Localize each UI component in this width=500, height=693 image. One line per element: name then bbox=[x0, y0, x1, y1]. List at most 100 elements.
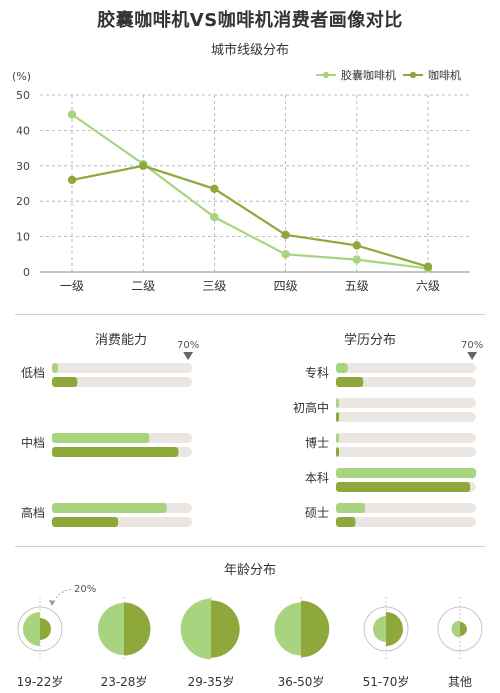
category-label: 低档 bbox=[21, 366, 45, 380]
bar-machine bbox=[336, 377, 364, 387]
x-tick-labels: 一级 二级 三级 四级 五级 六级 bbox=[60, 279, 440, 293]
bar-machine bbox=[52, 517, 119, 527]
consumption-title: 消费能力 bbox=[95, 333, 147, 348]
legend-swatch-dot bbox=[409, 71, 417, 79]
bar-capsule bbox=[336, 363, 348, 373]
bar-track bbox=[336, 398, 476, 408]
y-tick-label: 50 bbox=[16, 89, 30, 102]
x-tick-label: 六级 bbox=[416, 279, 440, 293]
data-point bbox=[67, 175, 77, 185]
marker-label: 70% bbox=[461, 340, 483, 351]
line-chart: 城市线级分布 (%) 0 10 20 30 40 50 一级 二级 三级 四级 五级 六级 胶囊咖啡… bbox=[12, 42, 470, 293]
half-circle-capsule bbox=[22, 611, 40, 647]
bar-track bbox=[52, 377, 192, 387]
bar-track bbox=[336, 517, 476, 527]
bar-track bbox=[336, 363, 476, 373]
age-chart: 年龄分布 19-22岁 23-28岁 29-35岁 36-50岁 51-70岁 其他 20% bbox=[17, 563, 483, 689]
marker-triangle bbox=[467, 352, 478, 360]
data-point bbox=[281, 230, 290, 240]
marker-label: 70% bbox=[177, 340, 199, 351]
x-tick-label: 二级 bbox=[131, 279, 155, 293]
bar-capsule bbox=[336, 433, 339, 443]
bar-machine bbox=[52, 447, 179, 457]
divider-bottom bbox=[15, 546, 485, 547]
half-circle-capsule bbox=[97, 602, 124, 656]
half-circle-machine bbox=[301, 600, 330, 658]
category-label: 博士 bbox=[305, 435, 329, 450]
bar-capsule bbox=[336, 398, 339, 408]
line-chart-title: 城市线级分布 bbox=[211, 42, 289, 58]
y-tick-label: 30 bbox=[16, 160, 30, 173]
bar-capsule bbox=[52, 433, 150, 443]
age-label: 19-22岁 bbox=[17, 674, 64, 689]
bar-machine bbox=[336, 447, 339, 457]
marker-triangle bbox=[183, 352, 194, 360]
legend-label: 胶囊咖啡机 bbox=[341, 68, 396, 82]
bar-machine bbox=[336, 482, 471, 492]
data-point bbox=[281, 250, 290, 259]
data-point bbox=[423, 262, 433, 271]
main-title: 胶囊咖啡机VS咖啡机消费者画像对比 bbox=[97, 10, 403, 31]
data-point bbox=[210, 212, 219, 222]
bar-machine bbox=[336, 517, 356, 527]
category-label: 本科 bbox=[305, 471, 329, 485]
y-tick-label: 10 bbox=[16, 231, 30, 244]
bar-track bbox=[52, 363, 192, 373]
bar-machine bbox=[336, 412, 339, 422]
data-point bbox=[67, 110, 77, 119]
education-title: 学历分布 bbox=[344, 332, 396, 348]
half-circle-capsule bbox=[451, 620, 460, 638]
y-axis-label: (%) bbox=[12, 70, 31, 83]
category-label: 高档 bbox=[21, 505, 45, 520]
reference-pointer bbox=[51, 588, 73, 606]
bar-capsule bbox=[336, 468, 476, 478]
bar-capsule bbox=[52, 503, 167, 513]
half-circle-capsule bbox=[274, 602, 301, 656]
age-label: 其他 bbox=[448, 675, 472, 689]
data-point bbox=[139, 161, 148, 170]
half-circle-machine bbox=[211, 600, 240, 658]
bar-track bbox=[336, 433, 476, 443]
age-label: 51-70岁 bbox=[363, 674, 410, 689]
x-tick-label: 五级 bbox=[345, 279, 369, 293]
half-circle-capsule bbox=[372, 615, 386, 643]
legend-label: 咖啡机 bbox=[428, 68, 461, 82]
data-point bbox=[352, 241, 361, 250]
age-label: 36-50岁 bbox=[278, 674, 325, 689]
age-circles: 19-22岁 23-28岁 29-35岁 36-50岁 51-70岁 其他 20% bbox=[17, 584, 483, 689]
reference-label: 20% bbox=[74, 584, 96, 595]
half-circle-machine bbox=[40, 618, 51, 640]
grid bbox=[40, 94, 470, 273]
category-label: 中档 bbox=[21, 435, 45, 450]
y-tick-label: 0 bbox=[23, 266, 30, 279]
age-title: 年龄分布 bbox=[224, 563, 276, 578]
data-point bbox=[352, 255, 361, 264]
bar-track bbox=[336, 377, 476, 387]
legend: 胶囊咖啡机 咖啡机 bbox=[316, 68, 461, 82]
bar-track bbox=[336, 447, 476, 457]
half-circle-machine bbox=[124, 602, 151, 656]
divider-top bbox=[15, 314, 485, 315]
x-tick-label: 四级 bbox=[274, 279, 298, 293]
bar-track bbox=[336, 412, 476, 422]
half-circle-capsule bbox=[180, 598, 211, 660]
y-tick-label: 20 bbox=[16, 195, 30, 208]
data-point bbox=[210, 184, 219, 194]
half-circle-machine bbox=[460, 622, 467, 636]
y-tick-label: 40 bbox=[16, 124, 30, 137]
series-line-capsule bbox=[71, 113, 429, 270]
category-label: 硕士 bbox=[305, 506, 329, 520]
series-group bbox=[67, 110, 433, 273]
half-circle-machine bbox=[386, 611, 404, 647]
x-tick-label: 一级 bbox=[60, 279, 84, 293]
age-label: 23-28岁 bbox=[101, 674, 148, 689]
y-ticks: 0 10 20 30 40 50 bbox=[16, 89, 30, 279]
category-label: 专科 bbox=[305, 365, 329, 380]
reference-arrow-head bbox=[49, 600, 55, 606]
bar-track bbox=[336, 503, 476, 513]
legend-swatch-dot bbox=[322, 71, 330, 79]
bar-machine bbox=[52, 377, 78, 387]
